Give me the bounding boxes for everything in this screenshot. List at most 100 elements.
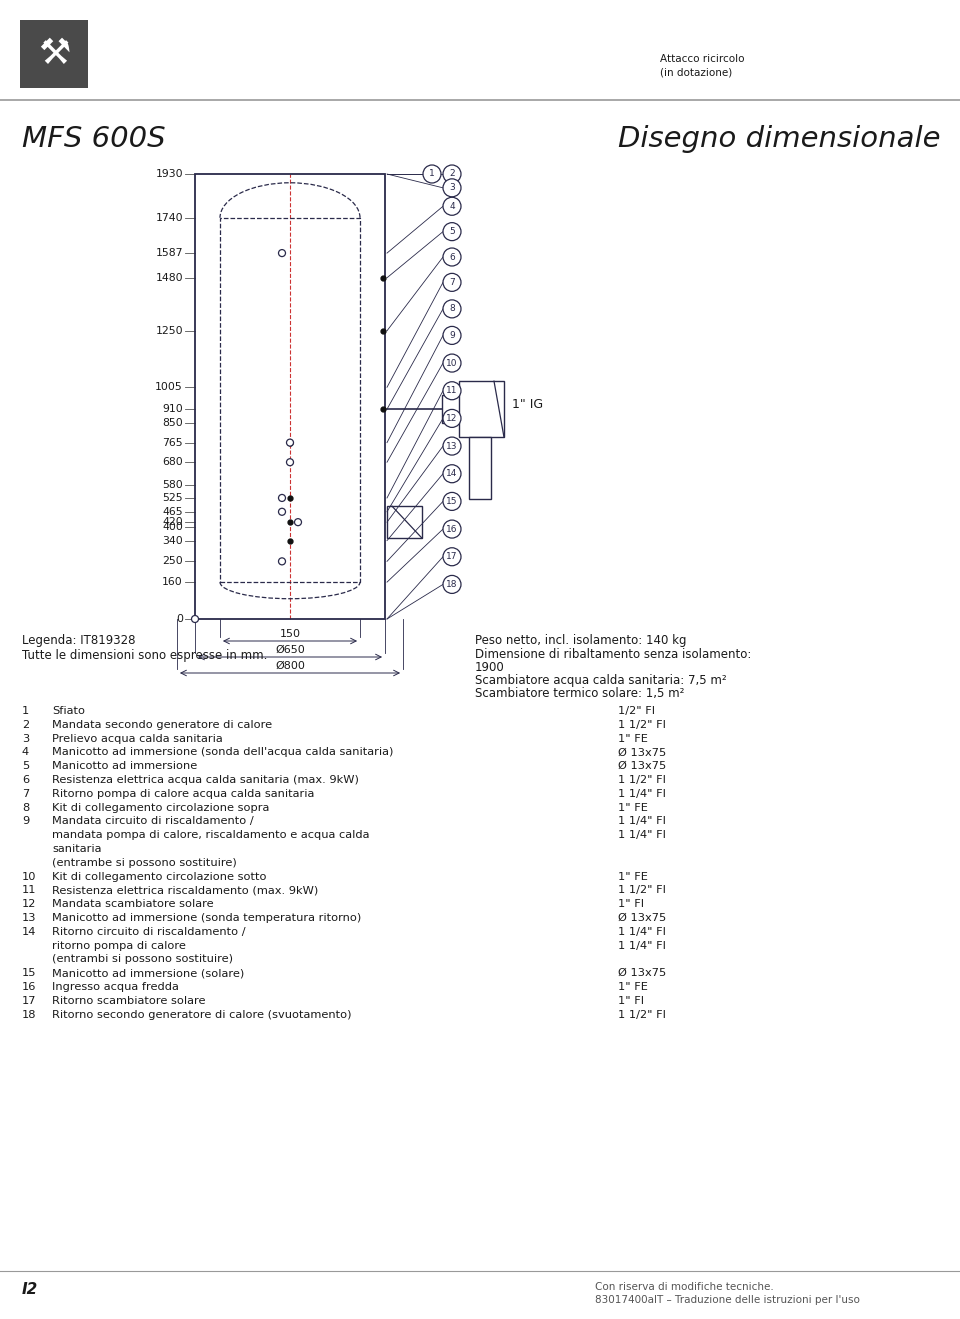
Text: 160: 160	[162, 578, 183, 587]
Text: Dimensione di ribaltamento senza isolamento:: Dimensione di ribaltamento senza isolame…	[475, 648, 752, 661]
Text: Ritorno pompa di calore acqua calda sanitaria: Ritorno pompa di calore acqua calda sani…	[52, 789, 314, 799]
Circle shape	[278, 249, 285, 257]
Text: Scambiatore termico solare: 1,5 m²: Scambiatore termico solare: 1,5 m²	[475, 687, 684, 700]
Circle shape	[443, 165, 461, 183]
Text: 13: 13	[446, 442, 458, 451]
Text: 580: 580	[162, 480, 183, 491]
Bar	[469, 437, 491, 499]
Text: 3: 3	[449, 183, 455, 193]
Text: 16: 16	[446, 525, 458, 534]
Circle shape	[278, 495, 285, 501]
Text: 250: 250	[162, 557, 183, 566]
Circle shape	[443, 547, 461, 566]
Circle shape	[443, 409, 461, 427]
Circle shape	[443, 520, 461, 538]
Text: Manicotto ad immersione: Manicotto ad immersione	[52, 761, 197, 772]
Text: Manicotto ad immersione (sonda temperatura ritorno): Manicotto ad immersione (sonda temperatu…	[52, 913, 361, 923]
Circle shape	[278, 558, 285, 565]
Text: 910: 910	[162, 404, 183, 414]
Text: 11: 11	[446, 386, 458, 396]
Text: 680: 680	[162, 458, 183, 467]
Text: Sfiato: Sfiato	[52, 706, 85, 716]
Text: 340: 340	[162, 536, 183, 546]
Circle shape	[286, 439, 294, 446]
Text: 12: 12	[22, 900, 36, 909]
Circle shape	[191, 616, 199, 623]
Text: Disegno dimensionale: Disegno dimensionale	[617, 125, 940, 153]
Text: 9: 9	[22, 816, 29, 827]
Text: 3: 3	[22, 733, 29, 744]
Text: Ø 13x75: Ø 13x75	[618, 968, 666, 979]
Text: 5: 5	[22, 761, 29, 772]
Text: 7: 7	[449, 278, 455, 286]
Text: 1 1/4" FI: 1 1/4" FI	[618, 830, 666, 840]
Text: 1" FE: 1" FE	[618, 802, 648, 813]
Text: 18: 18	[22, 1009, 36, 1020]
Text: MFS 600S: MFS 600S	[22, 125, 166, 153]
Text: 1" FI: 1" FI	[618, 900, 644, 909]
Text: 1480: 1480	[156, 273, 183, 282]
Text: 15: 15	[22, 968, 36, 979]
Text: 400: 400	[162, 522, 183, 532]
Bar	[442, 396, 464, 423]
Circle shape	[443, 381, 461, 400]
Text: 1 1/4" FI: 1 1/4" FI	[618, 940, 666, 951]
Text: Manicotto ad immersione (sonda dell'acqua calda sanitaria): Manicotto ad immersione (sonda dell'acqu…	[52, 748, 394, 757]
Text: Ø 13x75: Ø 13x75	[618, 761, 666, 772]
Text: 11: 11	[22, 885, 36, 896]
Circle shape	[443, 353, 461, 372]
Text: 1" FE: 1" FE	[618, 733, 648, 744]
Circle shape	[443, 437, 461, 455]
Text: 150: 150	[279, 629, 300, 638]
Text: 15: 15	[446, 497, 458, 506]
Text: 465: 465	[162, 506, 183, 517]
Text: 765: 765	[162, 438, 183, 447]
Text: 1 1/2" FI: 1 1/2" FI	[618, 1009, 666, 1020]
Circle shape	[286, 459, 294, 466]
Circle shape	[443, 198, 461, 215]
Text: 9: 9	[449, 331, 455, 340]
Text: 420: 420	[162, 517, 183, 528]
Text: Ø650: Ø650	[276, 645, 305, 656]
Text: 8: 8	[22, 802, 29, 813]
Text: 4: 4	[449, 202, 455, 211]
Text: Mandata circuito di riscaldamento /: Mandata circuito di riscaldamento /	[52, 816, 253, 827]
Text: 83017400aIT – Traduzione delle istruzioni per l'uso: 83017400aIT – Traduzione delle istruzion…	[595, 1295, 860, 1304]
Circle shape	[443, 464, 461, 483]
Text: 8: 8	[449, 305, 455, 314]
Text: 525: 525	[162, 493, 183, 503]
Text: Manicotto ad immersione (solare): Manicotto ad immersione (solare)	[52, 968, 244, 979]
Text: 17: 17	[22, 996, 36, 1006]
Circle shape	[278, 508, 285, 516]
Text: Mandata secondo generatore di calore: Mandata secondo generatore di calore	[52, 720, 272, 729]
Bar	[195, 174, 385, 619]
Text: Ritorno circuito di riscaldamento /: Ritorno circuito di riscaldamento /	[52, 927, 246, 936]
Circle shape	[443, 575, 461, 594]
Text: Ø 13x75: Ø 13x75	[618, 913, 666, 923]
Text: Scambiatore acqua calda sanitaria: 7,5 m²: Scambiatore acqua calda sanitaria: 7,5 m…	[475, 674, 727, 687]
Text: Mandata scambiatore solare: Mandata scambiatore solare	[52, 900, 214, 909]
Text: 6: 6	[449, 252, 455, 261]
Text: 1 1/2" FI: 1 1/2" FI	[618, 885, 666, 896]
Text: 1 1/2" FI: 1 1/2" FI	[618, 776, 666, 785]
Text: 1: 1	[429, 170, 435, 178]
Text: Attacco ricircolo
(in dotazione): Attacco ricircolo (in dotazione)	[660, 54, 745, 78]
Text: ⚒: ⚒	[37, 37, 70, 71]
Circle shape	[443, 179, 461, 197]
Text: I2: I2	[22, 1282, 38, 1297]
Text: (entrambi si possono sostituire): (entrambi si possono sostituire)	[52, 955, 233, 964]
Text: Peso netto, incl. isolamento: 140 kg: Peso netto, incl. isolamento: 140 kg	[475, 634, 686, 648]
Text: Ingresso acqua fredda: Ingresso acqua fredda	[52, 983, 179, 992]
Text: 1930: 1930	[156, 169, 183, 179]
Text: 14: 14	[446, 470, 458, 479]
Text: 1 1/2" FI: 1 1/2" FI	[618, 720, 666, 729]
Circle shape	[443, 273, 461, 291]
Text: 1 1/4" FI: 1 1/4" FI	[618, 816, 666, 827]
Text: 4: 4	[22, 748, 29, 757]
Text: ritorno pompa di calore: ritorno pompa di calore	[52, 940, 186, 951]
Text: 1/2" FI: 1/2" FI	[618, 706, 655, 716]
Text: Tutte le dimensioni sono espresse in mm.: Tutte le dimensioni sono espresse in mm.	[22, 649, 268, 662]
Text: Con riserva di modifiche tecniche.: Con riserva di modifiche tecniche.	[595, 1282, 774, 1293]
Text: 12: 12	[446, 414, 458, 423]
Text: mandata pompa di calore, riscaldamento e acqua calda: mandata pompa di calore, riscaldamento e…	[52, 830, 370, 840]
